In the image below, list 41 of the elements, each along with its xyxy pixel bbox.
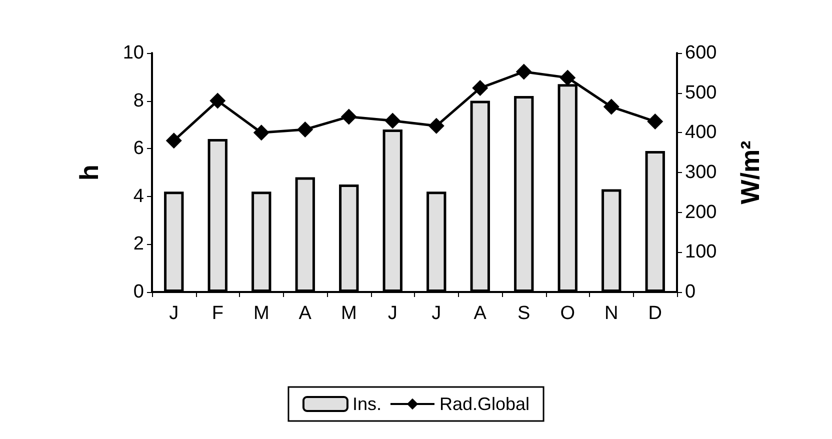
x-tick-label: J bbox=[388, 303, 398, 324]
x-tick-label: M bbox=[253, 303, 270, 324]
point bbox=[472, 80, 488, 96]
x-tick-label: J bbox=[432, 303, 442, 324]
x-tick-label: A bbox=[298, 303, 312, 324]
y2-tick-label: 500 bbox=[685, 82, 717, 104]
point bbox=[384, 112, 401, 129]
y-tick-label: 10 bbox=[122, 42, 144, 64]
x-tick-label: O bbox=[560, 303, 576, 324]
point bbox=[166, 132, 182, 149]
y-axis-title: h bbox=[74, 164, 104, 180]
x-tick-label: F bbox=[212, 303, 224, 324]
point bbox=[428, 118, 444, 134]
point bbox=[340, 108, 357, 125]
y2-axis-title: W/m² bbox=[735, 140, 765, 204]
y2-tick-label: 600 bbox=[685, 42, 717, 64]
y2-tick-label: 0 bbox=[685, 282, 696, 302]
point bbox=[603, 98, 620, 115]
y2-tick-label: 200 bbox=[685, 202, 717, 223]
x-tick-label: N bbox=[604, 303, 618, 324]
x-tick-label: D bbox=[648, 303, 662, 324]
x-tick-label: A bbox=[474, 303, 487, 324]
y2-tick-label: 100 bbox=[685, 242, 717, 263]
point bbox=[647, 114, 664, 130]
legend-label: Ins. bbox=[352, 394, 382, 414]
y-tick-label: 0 bbox=[133, 282, 144, 302]
y-tick-label: 6 bbox=[133, 138, 144, 160]
y-tick-label: 2 bbox=[133, 234, 144, 255]
y-tick-label: 4 bbox=[133, 186, 144, 207]
point bbox=[516, 64, 532, 80]
point bbox=[297, 121, 314, 138]
point bbox=[560, 70, 576, 86]
y-tick-label: 8 bbox=[133, 90, 144, 112]
y2-tick-label: 400 bbox=[685, 122, 717, 144]
point bbox=[210, 92, 226, 109]
x-tick-label: J bbox=[169, 303, 179, 324]
x-tick-label: M bbox=[340, 303, 357, 324]
x-tick-label: S bbox=[518, 303, 530, 324]
y2-tick-label: 300 bbox=[685, 162, 717, 183]
legend-label: Rad.Global bbox=[439, 394, 530, 414]
point bbox=[253, 124, 270, 141]
